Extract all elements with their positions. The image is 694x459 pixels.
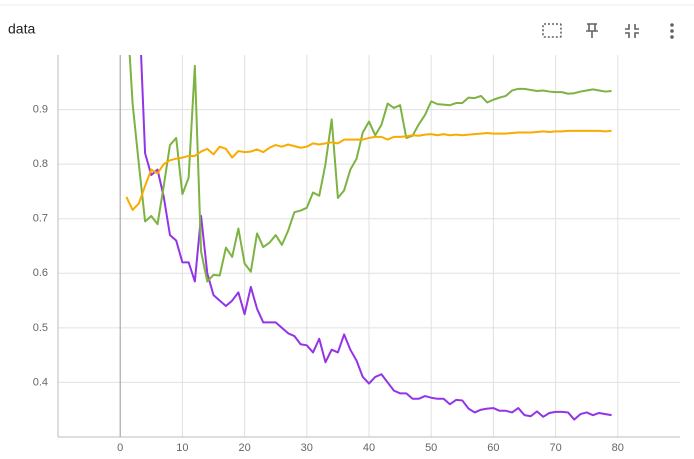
collapse-button[interactable] [625, 24, 639, 38]
more-menu-button[interactable] [670, 23, 674, 39]
x-tick-label: 20 [238, 442, 250, 454]
fit-domain-button[interactable] [542, 23, 562, 38]
series-line [140, 55, 612, 421]
y-tick-label: 0.7 [33, 213, 48, 225]
y-tick-label: 0.8 [33, 158, 48, 170]
y-tick-label: 0.5 [33, 322, 48, 334]
chart-title: data [8, 21, 35, 37]
x-tick-label: 30 [301, 442, 313, 454]
x-tick-label: 70 [549, 442, 561, 454]
x-tick-label: 50 [425, 442, 437, 454]
x-tick-label: 80 [612, 442, 624, 454]
x-tick-label: 60 [487, 442, 499, 454]
x-tick-label: 40 [363, 442, 375, 454]
toolbar [542, 23, 674, 39]
plot-area [125, 55, 612, 421]
y-tick-label: 0.9 [33, 103, 48, 115]
x-tick-label: 0 [117, 442, 123, 454]
x-tick-label: 10 [176, 442, 188, 454]
pin-button[interactable] [586, 23, 598, 38]
series-line [128, 55, 612, 283]
y-tick-label: 0.4 [33, 376, 48, 388]
series-line [125, 129, 612, 211]
y-tick-label: 0.6 [33, 267, 48, 279]
